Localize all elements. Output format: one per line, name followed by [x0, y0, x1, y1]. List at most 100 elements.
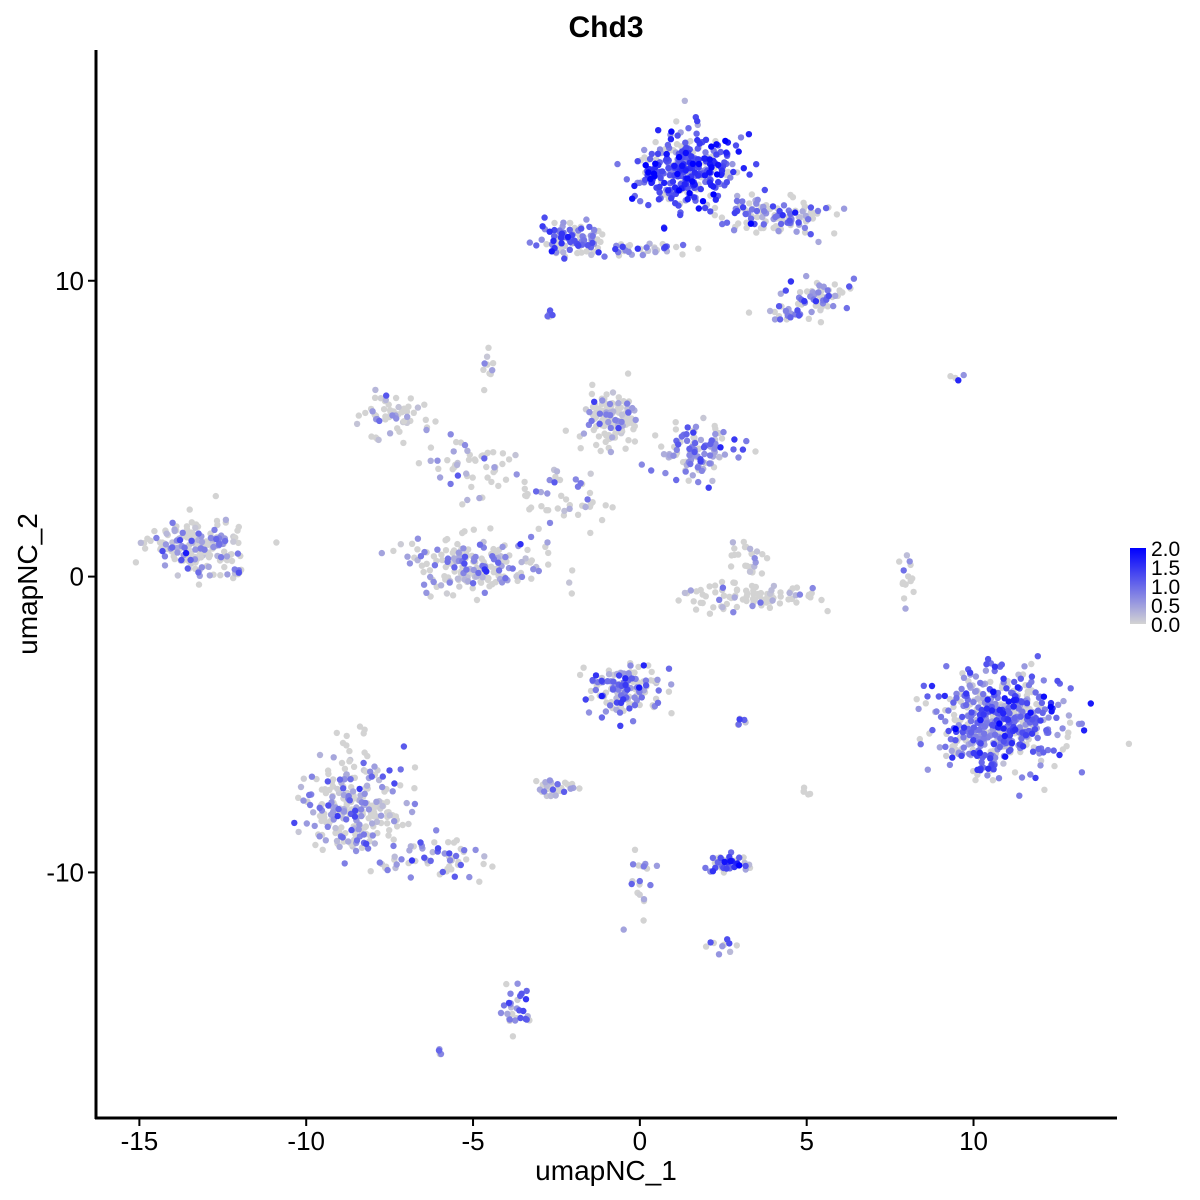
cell-point — [609, 389, 617, 396]
cell-point — [476, 541, 484, 548]
cell-point — [756, 593, 763, 600]
cell-point — [587, 470, 594, 477]
cell-point — [187, 529, 195, 536]
cell-point — [709, 868, 717, 875]
cell-point — [816, 282, 823, 289]
cell-point — [915, 705, 922, 713]
cell-point — [183, 523, 191, 530]
cell-point — [709, 854, 717, 862]
cell-point — [411, 800, 419, 808]
cell-point — [464, 496, 471, 504]
cell-point — [700, 444, 708, 451]
cell-point — [1080, 727, 1088, 734]
cell-point — [353, 420, 361, 428]
cell-point — [663, 150, 670, 158]
cell-point — [526, 506, 533, 513]
cell-point — [393, 823, 401, 830]
cell-point — [777, 220, 785, 228]
cell-point — [485, 574, 492, 582]
cell-point — [596, 410, 604, 417]
cell-point — [988, 707, 996, 714]
cell-point — [711, 204, 719, 212]
cell-point — [831, 230, 838, 237]
cell-point — [657, 174, 664, 182]
cell-point — [645, 169, 652, 176]
x-axis-ticks: -15 -10 -5 0 5 10 — [121, 1118, 988, 1156]
cell-point — [568, 590, 575, 597]
cell-point — [588, 251, 595, 259]
cell-point — [465, 456, 473, 463]
cell-point — [377, 812, 385, 819]
cell-point — [746, 545, 754, 552]
cell-point — [137, 539, 144, 546]
cell-point — [408, 857, 416, 864]
cell-point — [332, 824, 339, 832]
cell-point — [341, 860, 348, 867]
cell-point — [772, 213, 779, 221]
cell-point — [736, 716, 743, 723]
cell-point — [174, 549, 181, 556]
cell-point — [617, 722, 624, 729]
cell-point — [562, 496, 570, 503]
cell-point — [520, 1007, 527, 1015]
cell-point — [1028, 673, 1036, 680]
cell-point — [427, 593, 434, 600]
cell-point — [484, 474, 491, 481]
cell-point — [684, 424, 691, 431]
cell-point — [461, 847, 468, 854]
cell-point — [983, 705, 990, 712]
cell-point — [446, 579, 453, 586]
cell-point — [1039, 709, 1046, 716]
cell-point — [340, 808, 348, 815]
cell-point — [653, 862, 661, 869]
cell-point — [1027, 771, 1034, 778]
scatter-points — [132, 97, 1133, 1058]
cell-point — [978, 759, 985, 766]
cell-point — [586, 408, 593, 416]
cell-point — [678, 162, 686, 169]
cell-point — [499, 450, 507, 457]
cell-point — [625, 670, 632, 677]
cell-point — [450, 555, 458, 562]
cell-point — [589, 232, 596, 240]
cell-point — [358, 812, 365, 820]
cell-point — [980, 711, 987, 718]
cell-point — [486, 583, 493, 590]
cell-point — [655, 127, 662, 134]
cell-point — [684, 196, 691, 203]
cell-point — [322, 837, 329, 844]
cell-point — [546, 228, 553, 235]
cell-point — [692, 606, 700, 613]
cell-point — [187, 556, 194, 564]
cell-point — [948, 747, 955, 754]
y-tick-label: 0 — [70, 562, 84, 592]
cell-point — [763, 599, 770, 606]
cell-point — [426, 567, 434, 574]
cell-point — [996, 743, 1003, 751]
cell-point — [807, 231, 814, 238]
cell-point — [741, 716, 748, 724]
cell-point — [566, 246, 573, 253]
cell-point — [541, 214, 548, 221]
cell-point — [963, 690, 970, 697]
cell-point — [546, 777, 554, 784]
cell-point — [706, 156, 713, 163]
cell-point — [991, 731, 999, 738]
cell-point — [634, 158, 641, 165]
cell-point — [675, 153, 683, 161]
cell-point — [370, 813, 378, 820]
cell-point — [502, 575, 509, 582]
cell-point — [795, 219, 802, 226]
cell-point — [637, 198, 644, 205]
cell-point — [952, 717, 959, 724]
cell-point — [984, 696, 991, 703]
cell-point — [1010, 697, 1018, 704]
cell-point — [812, 298, 820, 305]
cell-point — [601, 253, 608, 260]
cell-point — [1018, 699, 1026, 706]
cell-point — [221, 563, 228, 571]
cell-point — [708, 143, 715, 150]
cell-point — [706, 610, 714, 617]
cell-point — [592, 672, 600, 679]
cell-point — [235, 569, 242, 576]
